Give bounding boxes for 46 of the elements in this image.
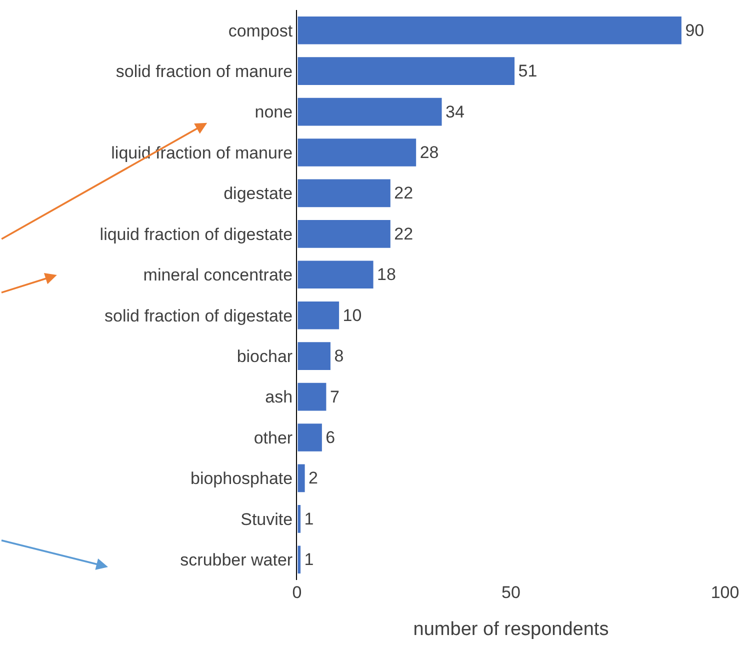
x-tick-label: 100 [710,583,740,602]
y-tick-label: liquid fraction of manure [111,143,293,162]
data-label: 1 [304,550,314,570]
bar [297,381,328,412]
data-label: 51 [518,62,538,81]
y-tick-label: none [254,102,293,122]
data-label: 6 [326,428,336,447]
x-tick-label: 50 [502,583,520,602]
data-label: 22 [394,184,414,203]
bar [297,544,302,576]
y-tick-label: other [254,428,293,448]
bar [297,137,418,168]
y-tick-label: Stuvite [240,510,293,529]
data-label: 1 [304,509,314,528]
bar [297,56,516,86]
bar [297,462,306,494]
data-label: 28 [420,143,439,162]
data-label: 18 [377,265,396,284]
bar [297,259,375,290]
y-tick-label: ash [265,388,293,407]
bar [297,96,444,128]
x-axis-title: number of respondents [413,618,609,640]
bar [297,504,302,534]
y-tick-label: biochar [236,347,293,366]
data-label: 2 [308,468,318,488]
y-tick-label: biophosphate [190,469,293,488]
bar [297,422,324,453]
bar [297,178,392,209]
data-label: 34 [446,102,464,122]
y-tick-label: liquid fraction of digestate [100,224,293,244]
bar [297,14,683,46]
bar [297,218,392,250]
x-tick-label: 0 [292,583,302,602]
y-tick-label: mineral concentrate [143,266,293,285]
y-tick-label: solid fraction of digestate [104,306,293,326]
bar [297,340,332,372]
y-tick-label: compost [228,21,293,40]
data-label: 7 [330,387,340,406]
bar [297,300,341,331]
data-label: 8 [334,346,344,366]
y-tick-label: solid fraction of manure [116,62,293,82]
y-tick-label: digestate [224,184,293,204]
data-label: 22 [394,224,414,244]
y-tick-label: scrubber water [180,550,293,570]
data-label: 10 [342,306,362,325]
data-label: 90 [685,20,704,40]
